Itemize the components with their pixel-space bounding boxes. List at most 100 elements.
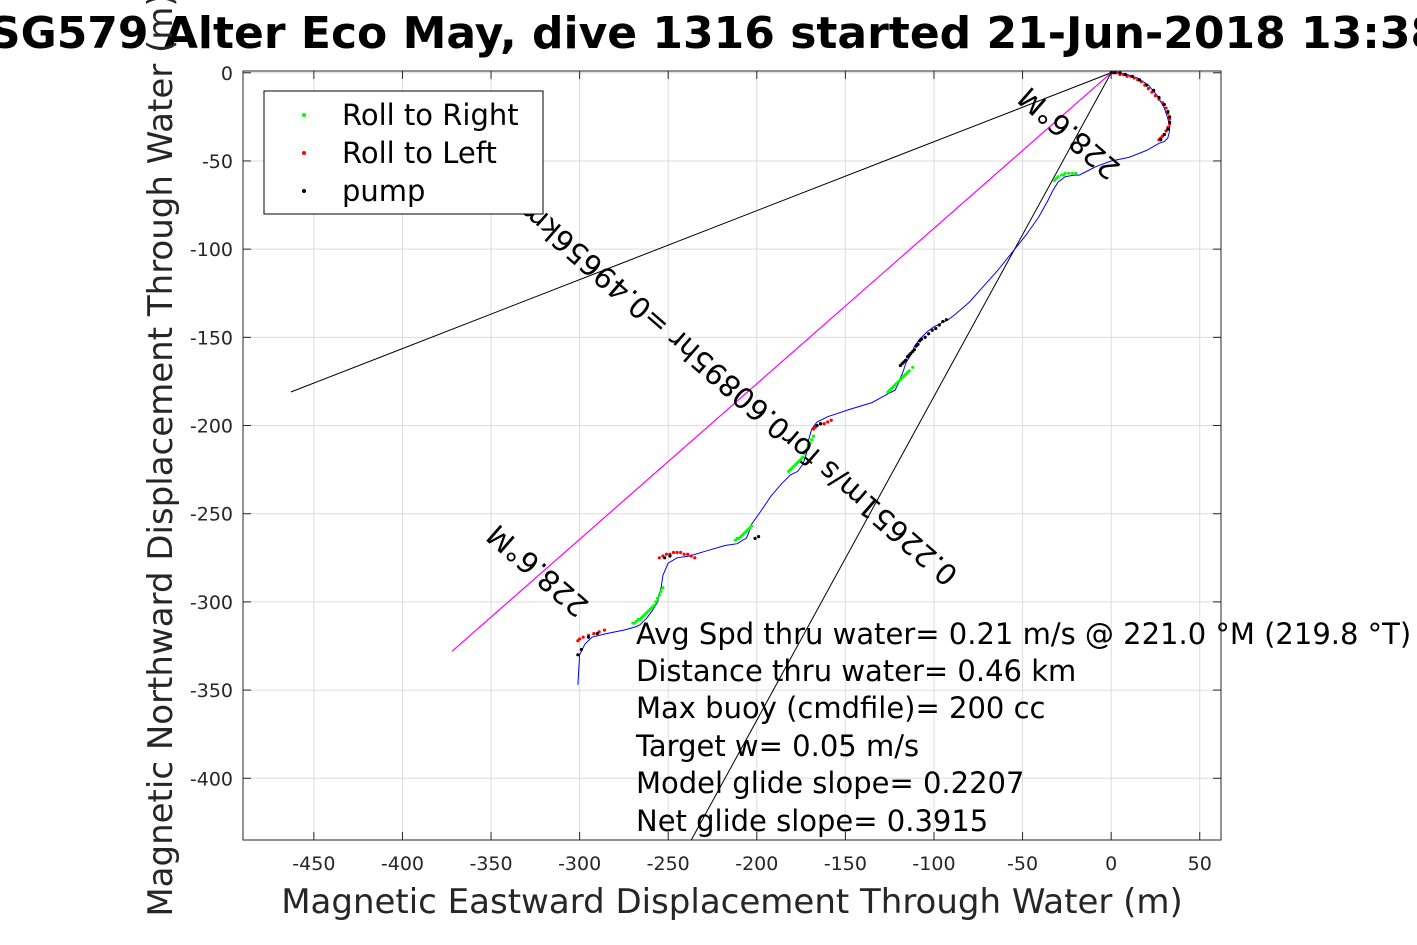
roll-right-point xyxy=(787,469,791,473)
pump-point xyxy=(668,554,672,558)
roll-left-point xyxy=(657,556,661,560)
pump-point xyxy=(1166,127,1170,131)
pump-point xyxy=(1157,95,1161,100)
pump-point xyxy=(1166,109,1170,114)
pump-point xyxy=(914,344,918,348)
pump-point xyxy=(1159,138,1163,142)
roll-left-point xyxy=(675,550,679,555)
x-tick-label: -250 xyxy=(647,853,690,875)
pump-point xyxy=(753,536,757,540)
roll-left-point xyxy=(664,552,669,556)
pump-point xyxy=(586,635,591,639)
roll-right-point xyxy=(1059,173,1064,177)
y-tick-label: -50 xyxy=(202,151,233,173)
heading-line xyxy=(451,72,1112,652)
y-tick-label: -350 xyxy=(190,680,233,702)
x-tick-label: -350 xyxy=(469,853,512,875)
summary-line: Net glide slope= 0.3915 xyxy=(636,804,988,838)
x-tick-label: -300 xyxy=(558,853,601,875)
roll-left-point xyxy=(1153,94,1158,98)
pump-point xyxy=(1152,88,1156,93)
pump-point xyxy=(815,423,819,428)
y-tick-label: -100 xyxy=(190,239,233,261)
roll-right-point xyxy=(657,593,661,597)
y-tick-label: -250 xyxy=(190,504,233,526)
pump-point xyxy=(1109,71,1113,75)
y-tick-label: -200 xyxy=(190,416,233,438)
pump-point xyxy=(818,422,823,426)
reference-lines xyxy=(290,72,1112,841)
pump-point xyxy=(934,326,938,331)
roll-left-point xyxy=(693,556,697,560)
pump-point xyxy=(1168,115,1172,119)
legend-entry-pump: pump xyxy=(342,174,425,208)
roll-left-point xyxy=(686,552,690,556)
pump-point xyxy=(1130,74,1135,78)
roll-right-point xyxy=(1067,171,1071,175)
x-tick-label: -100 xyxy=(912,853,955,875)
pump-point xyxy=(898,363,902,368)
pump-point xyxy=(1168,120,1172,124)
pump-point xyxy=(944,318,948,322)
pump-point xyxy=(927,332,931,336)
legend: Roll to Right Roll to Left pump xyxy=(263,90,544,215)
x-tick-label: 50 xyxy=(1188,853,1212,875)
roll-right-point xyxy=(631,621,635,625)
pump-point xyxy=(1113,71,1117,75)
pump-point xyxy=(595,632,599,636)
legend-box xyxy=(263,90,544,215)
track-line xyxy=(577,72,1171,685)
roll-left-point xyxy=(679,550,683,555)
roll-right-point xyxy=(654,600,658,604)
pump-point xyxy=(579,647,584,652)
roll-right-point xyxy=(659,589,663,593)
x-tick-label: -150 xyxy=(824,853,867,875)
roll-right-point xyxy=(1074,171,1078,175)
roll-right-point xyxy=(733,538,738,542)
roll-right-point xyxy=(804,448,809,452)
summary-line: Avg Spd thru water= 0.21 m/s @ 221.0 °M … xyxy=(636,617,1411,651)
pump-point xyxy=(1162,132,1166,137)
roll-left-point xyxy=(592,632,596,636)
summary-line: Max buoy (cmdfile)= 200 cc xyxy=(636,691,1045,725)
roll-right-point xyxy=(655,596,660,600)
legend-marker-roll-left xyxy=(302,151,306,155)
y-tick-label: -300 xyxy=(190,592,233,614)
roll-left-point xyxy=(811,427,816,431)
plot-frame xyxy=(242,70,1222,841)
pump-point xyxy=(941,319,945,324)
y-tick-label: -150 xyxy=(190,327,233,349)
roll-left-point xyxy=(602,628,607,632)
pump-point xyxy=(756,535,761,539)
roll-left-point xyxy=(1146,87,1150,91)
roll-right-point xyxy=(811,434,816,438)
roll-right-point xyxy=(911,365,915,369)
summary-annotation: Avg Spd thru water= 0.21 m/s @ 221.0 °M … xyxy=(635,617,1411,838)
roll-left-point xyxy=(822,422,826,426)
x-tick-label: -50 xyxy=(1007,853,1038,875)
x-tick-label: -450 xyxy=(292,853,335,875)
x-tick-label: -400 xyxy=(381,853,424,875)
pump-point xyxy=(918,339,922,343)
roll-left-point xyxy=(576,639,580,643)
roll-left-point xyxy=(829,418,833,422)
legend-marker-roll-right xyxy=(302,113,306,117)
y-tick-label: 0 xyxy=(221,63,233,85)
roll-right-point xyxy=(1052,178,1057,182)
legend-marker-pump xyxy=(302,189,306,193)
roll-right-point xyxy=(808,441,812,445)
roll-left-point xyxy=(689,554,693,558)
x-axis-label: Magnetic Eastward Displacement Through W… xyxy=(281,882,1183,922)
roll-left-point xyxy=(682,552,686,556)
chart-title: SG579 Alter Eco May, dive 1316 started 2… xyxy=(0,8,1417,59)
roll-right-point xyxy=(661,586,665,590)
pump-point xyxy=(663,556,667,560)
pump-point xyxy=(930,328,934,332)
pump-point xyxy=(1123,72,1127,77)
roll-right-point xyxy=(806,445,810,449)
roll-left-point xyxy=(581,635,585,639)
legend-entry-roll-right: Roll to Right xyxy=(342,98,519,132)
pump-point xyxy=(923,335,927,339)
summary-line: Model glide slope= 0.2207 xyxy=(636,766,1024,800)
